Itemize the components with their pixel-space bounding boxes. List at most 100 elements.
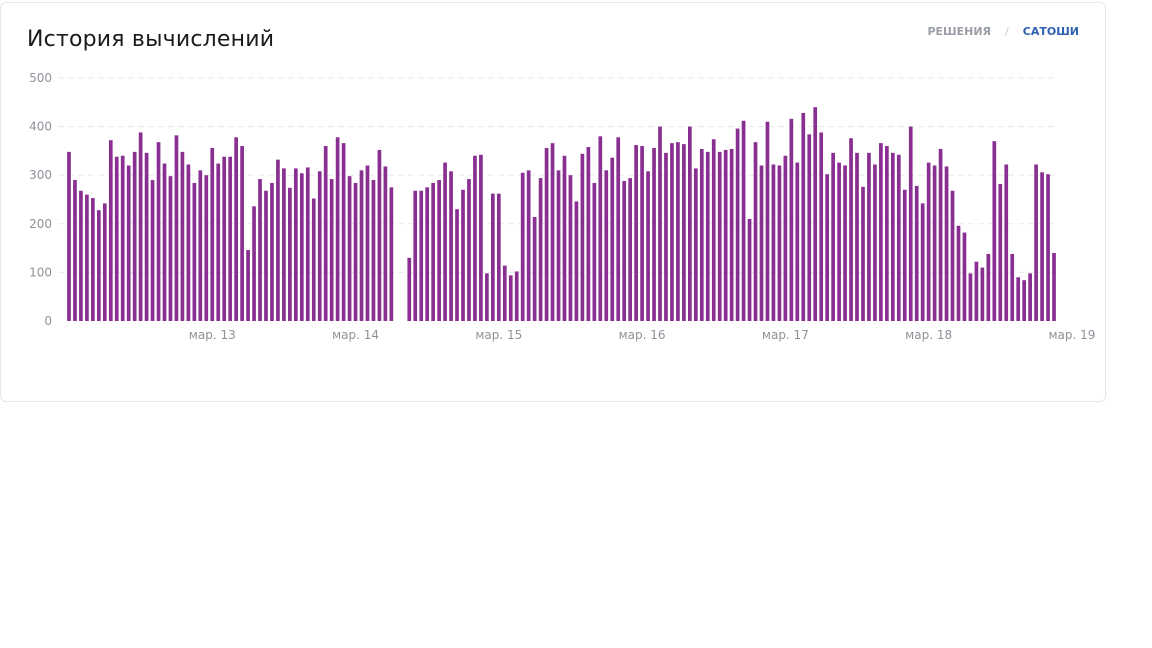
bar [974,261,979,321]
bar [789,118,794,321]
bar [598,136,603,321]
bar [73,180,77,321]
bar [108,140,113,321]
bar [676,142,680,321]
bar [419,190,424,321]
bar [783,155,788,321]
bar [168,176,173,321]
x-tick-label: мар. 17 [762,328,809,342]
bar [467,179,471,321]
x-tick-label: мар. 14 [332,328,379,342]
bar [1016,277,1021,321]
bar [228,156,233,321]
bar [85,194,89,321]
bar [711,139,716,321]
x-tick-label: мар. 15 [475,328,522,342]
bar [956,225,961,321]
bar [455,209,459,321]
bar [1034,164,1038,321]
x-tick-label: мар. 18 [905,328,952,342]
bar [485,273,489,321]
bar [885,146,889,321]
bar [843,165,847,321]
y-tick-label: 500 [29,71,52,85]
bar [753,142,758,321]
bar [144,152,149,321]
bar [693,168,698,321]
bar [616,137,621,321]
x-tick-label: мар. 13 [189,328,236,342]
bar [270,182,274,321]
bar [861,186,865,321]
bar [610,157,615,321]
bar [968,273,973,321]
bar [282,168,286,321]
bar [741,120,746,321]
bar [204,175,209,321]
bar [192,182,197,321]
y-tick-label: 300 [29,168,52,182]
bar [688,126,692,321]
bar [156,142,161,321]
bar [389,187,394,321]
bar [729,148,734,321]
bar [980,267,985,321]
bar [664,152,668,321]
bar [723,149,728,321]
bar [79,190,83,321]
bar [126,165,131,321]
bar [938,148,943,321]
tab-separator: / [1005,25,1009,38]
bar [646,171,650,321]
bar [1022,280,1027,321]
tab-satoshi[interactable]: САТОШИ [1022,25,1079,38]
bar [562,155,567,321]
bar [311,198,316,321]
bar [150,180,155,321]
bar [449,171,453,321]
x-tick-label: мар. 19 [1048,328,1095,342]
bar [1004,164,1009,321]
bar [538,178,543,321]
bar [962,232,967,321]
bar [765,121,770,322]
bar [252,206,256,321]
bar [879,143,883,321]
bar [717,151,722,321]
bar [102,203,107,321]
bar [353,182,358,321]
bar [1010,253,1015,321]
tab-solutions[interactable]: РЕШЕНИЯ [927,25,992,38]
bar [658,126,662,321]
bar [479,154,483,321]
bar [705,151,710,321]
bar [867,152,871,321]
bar [807,134,812,321]
bar [908,126,913,321]
bar [347,176,352,321]
bar [443,162,447,321]
bar [216,163,221,321]
bar [520,172,525,321]
bar [317,171,322,321]
bar [747,218,752,321]
bar [341,143,346,321]
bar [902,189,907,321]
bar [568,175,573,321]
bar [825,174,830,321]
bar [496,193,501,321]
bar [1046,174,1050,321]
bar [532,216,537,321]
bar [771,164,776,321]
bar [293,168,298,321]
bar [801,112,806,321]
bar [383,166,388,321]
bar [574,201,579,321]
bar [371,180,376,321]
bar [890,152,895,321]
bar [992,141,997,321]
bar [305,167,310,321]
bar [873,164,877,321]
bar [580,153,585,321]
bar [138,132,143,321]
